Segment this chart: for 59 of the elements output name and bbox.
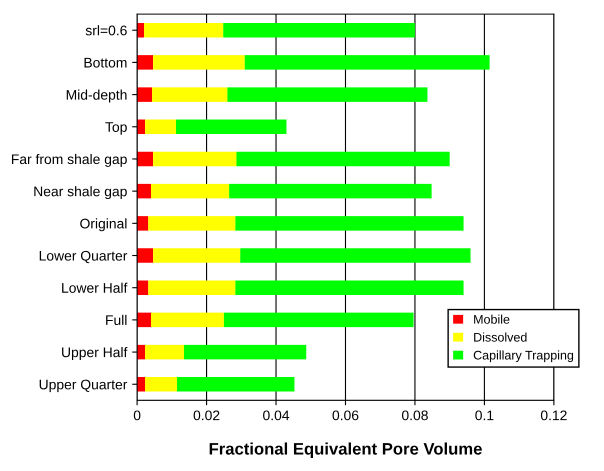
- bar: [145, 377, 178, 392]
- bar: [148, 216, 236, 231]
- bar: [152, 87, 228, 102]
- bar: [223, 22, 415, 38]
- bar: [148, 280, 236, 295]
- bar: [137, 312, 151, 328]
- bar: [244, 55, 490, 70]
- legend-label: Dissolved: [474, 332, 527, 342]
- x-tick-label: 0.02: [194, 410, 220, 420]
- legend-label: Capillary Trapping: [474, 350, 574, 362]
- bar: [137, 248, 154, 263]
- bar: [177, 377, 294, 392]
- bar: [151, 312, 224, 328]
- y-tick-label: srl=0.6: [86, 25, 127, 36]
- bar: [145, 344, 184, 360]
- y-tick-label: Original: [80, 218, 126, 232]
- bar: [137, 344, 146, 360]
- bar: [144, 22, 224, 38]
- bar: [137, 377, 146, 392]
- y-tick-label: Upper Half: [62, 347, 128, 360]
- x-tick-label: 0.06: [332, 410, 358, 420]
- y-tick-label: Full: [106, 314, 126, 326]
- legend-label: Mobile: [474, 314, 510, 324]
- bar: [145, 120, 176, 134]
- x-tick-label: 0.12: [540, 410, 567, 420]
- bar: [236, 152, 450, 166]
- bar: [137, 120, 146, 134]
- x-tick-label: 0.08: [402, 410, 428, 420]
- bar: [137, 280, 148, 295]
- x-axis-title: Fractional Equivalent Pore Volume: [210, 442, 482, 458]
- bar: [137, 55, 154, 70]
- bar: [224, 312, 414, 328]
- y-tick-label: Upper Quarter: [40, 380, 128, 392]
- bar: [153, 55, 245, 70]
- bar: [137, 184, 151, 198]
- bar: [176, 120, 286, 134]
- bar: [137, 216, 148, 231]
- x-tick-label: 0.1: [475, 410, 494, 420]
- y-tick-label: Lower Half: [62, 282, 128, 293]
- bar: [235, 280, 464, 295]
- bar: [240, 248, 471, 263]
- y-tick-label: Bottom: [84, 58, 126, 68]
- bar: [153, 248, 240, 263]
- bar: [151, 184, 230, 198]
- bar: [137, 22, 144, 38]
- bar: [153, 152, 236, 166]
- y-tick-label: Near shale gap: [34, 186, 127, 200]
- bar: [235, 216, 464, 231]
- x-tick-label: 0.04: [263, 410, 290, 420]
- bar: [184, 344, 306, 360]
- y-tick-label: Top: [105, 122, 127, 135]
- bar: [137, 152, 154, 166]
- y-tick-label: Mid-depth: [66, 90, 126, 103]
- bar: [229, 184, 432, 198]
- bar: [227, 87, 428, 102]
- x-tick-label: 0: [134, 410, 140, 420]
- bar: [137, 87, 152, 102]
- y-tick-label: Lower Quarter: [40, 250, 128, 264]
- y-tick-label: Far from shale gap: [12, 154, 127, 167]
